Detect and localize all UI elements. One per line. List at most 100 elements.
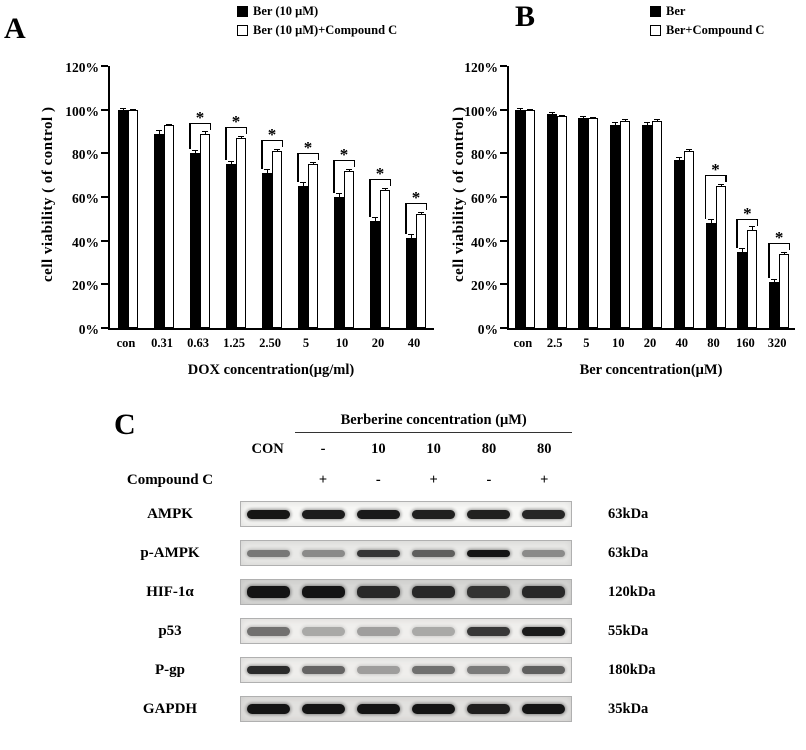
significance-star: * (774, 227, 784, 247)
bracket-leg (425, 204, 427, 211)
error-bar-cap (612, 121, 619, 123)
protein-band (302, 509, 345, 519)
x-tick-label: 10 (611, 336, 625, 350)
error-bar-cap (372, 216, 378, 218)
protein-band (522, 509, 565, 519)
blot-lane (461, 697, 516, 721)
bar-white (620, 119, 631, 328)
protein-band (302, 586, 345, 598)
lane-label: - (320, 441, 326, 457)
significance-star: * (195, 107, 205, 127)
error-bar-cap (590, 117, 597, 119)
blot-lane (241, 697, 296, 721)
bar-white (308, 161, 318, 328)
y-tick-mark (101, 152, 108, 155)
bar-black (546, 111, 557, 328)
y-tick-mark (500, 65, 507, 67)
bar-white (524, 108, 535, 328)
significance-bracket: * (225, 113, 247, 161)
bar-group: * (362, 66, 398, 328)
protein-label: p53 (158, 622, 182, 639)
error-bar-cap (558, 115, 565, 117)
error-bar-stem (411, 234, 412, 239)
bar-group: * (326, 66, 362, 328)
bracket-leg (353, 160, 355, 167)
blot-lane (516, 697, 571, 721)
error-bar-stem (385, 188, 386, 192)
lane-label: CON (251, 441, 284, 457)
protein-band (302, 704, 345, 714)
bar-black (737, 248, 748, 328)
compound-c-value (240, 472, 295, 489)
y-tick-mark (500, 108, 507, 111)
bracket-leg (736, 219, 738, 248)
legend-label: Ber (10 μM) (253, 4, 319, 18)
error-bar-stem (267, 168, 268, 173)
blot-header-cell: Berberine concentration (μM) (240, 412, 572, 433)
significance-star: * (743, 203, 752, 223)
bar-white (200, 131, 210, 328)
error-bar-cap (346, 168, 352, 170)
bar-black (705, 218, 716, 328)
blot-rows: AMPK 63kDa p-AMPK 63kDa HIF-1α 120kDa p53 55kDa… (100, 501, 800, 722)
compound-c-value: + (318, 472, 328, 488)
protein-band (467, 549, 510, 557)
error-bar-cap (408, 234, 414, 236)
blot-strip-column (240, 618, 572, 644)
error-bar-cap (707, 218, 714, 220)
error-bar-stem (551, 111, 553, 115)
significance-bracket: * (189, 109, 211, 150)
y-tick-mark (101, 65, 108, 67)
protein-band (467, 586, 510, 598)
bar-white (588, 117, 599, 328)
bar-white (651, 119, 662, 328)
compound-c-row: Compound C + - + - + (100, 472, 800, 489)
x-tick-label: 20 (371, 336, 385, 350)
blot-row: p-AMPK 63kDa (100, 540, 800, 566)
blot-lane (351, 697, 406, 721)
lane-label: 80 (481, 441, 497, 457)
error-bar-stem (593, 117, 595, 120)
x-tick-label: 5 (302, 336, 310, 350)
blot-row: AMPK 63kDa (100, 501, 800, 527)
blot-strip-column (240, 657, 572, 683)
protein-band (522, 666, 565, 674)
compound-c-value: - (486, 472, 492, 488)
blot-row: GAPDH 35kDa (100, 696, 800, 722)
x-tick-label: con (513, 336, 533, 350)
error-bar-cap (749, 226, 756, 228)
bar-white (164, 123, 174, 328)
protein-band (247, 666, 290, 674)
protein-band (412, 509, 455, 519)
y-tick-label: 20% (471, 278, 498, 294)
error-bar-cap (516, 107, 523, 109)
protein-band (467, 704, 510, 714)
blot-lane (406, 502, 461, 526)
error-bar-stem (615, 121, 617, 125)
error-bar-cap (685, 148, 692, 150)
blot-lane (296, 541, 351, 565)
y-tick-label: 60% (471, 191, 498, 206)
kda-label: 35kDa (608, 700, 649, 717)
protein-band (412, 626, 455, 636)
error-bar-stem (678, 156, 680, 160)
bar-white (683, 148, 694, 328)
bracket-leg (209, 123, 211, 130)
blot-lane (351, 502, 406, 526)
protein-band (302, 666, 345, 674)
significance-star: * (411, 188, 421, 208)
significance-bracket: * (369, 165, 391, 218)
lane-labels-row: CON - 10 10 80 80 (100, 441, 800, 458)
blot-header: Berberine concentration (μM) (295, 412, 572, 433)
compound-c-value: + (540, 472, 549, 488)
error-bar-stem (205, 131, 206, 135)
bar-white (380, 188, 390, 328)
blot-lane (241, 658, 296, 682)
blot-strip (240, 618, 572, 644)
blot-strip (240, 696, 572, 722)
significance-bracket: * (261, 126, 283, 169)
bar-group (573, 66, 605, 328)
protein-band (247, 549, 290, 557)
bracket-leg (261, 141, 263, 169)
y-tick-mark (101, 283, 108, 286)
